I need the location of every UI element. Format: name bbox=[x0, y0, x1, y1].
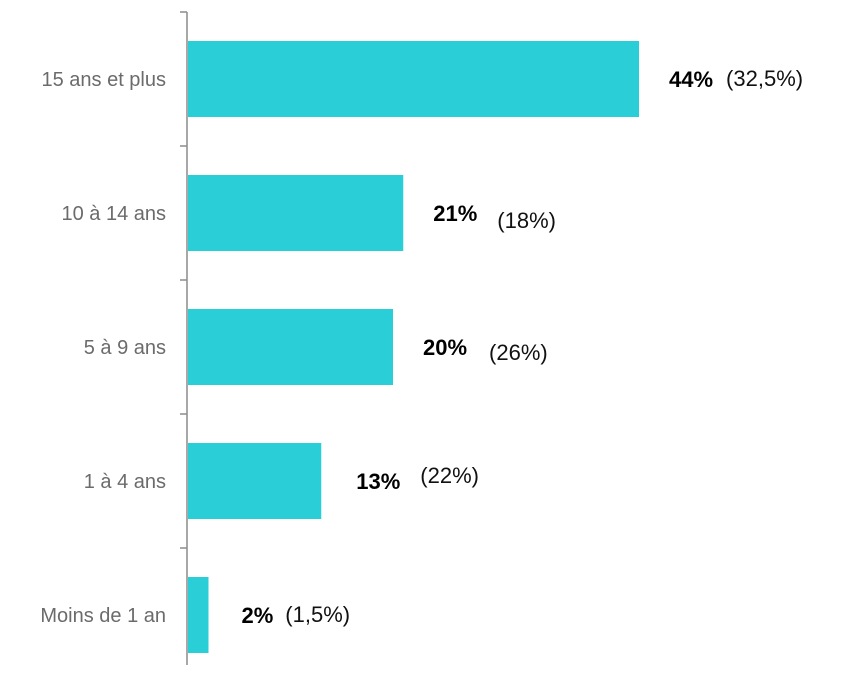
category-label: 15 ans et plus bbox=[41, 69, 166, 91]
category-label: 10 à 14 ans bbox=[61, 203, 166, 225]
category-label: Moins de 1 an bbox=[40, 605, 166, 627]
data-label: 44% bbox=[669, 67, 713, 92]
bar bbox=[188, 41, 639, 117]
bar bbox=[188, 175, 404, 251]
comparison-label: (1,5%) bbox=[285, 602, 350, 627]
comparison-label: (18%) bbox=[497, 208, 556, 233]
bars bbox=[188, 41, 639, 653]
data-label: 20% bbox=[423, 335, 467, 360]
data-label: 21% bbox=[433, 201, 477, 226]
bar bbox=[188, 309, 393, 385]
comparison-label: (22%) bbox=[420, 463, 479, 488]
data-label: 13% bbox=[356, 469, 400, 494]
y-axis bbox=[180, 11, 188, 665]
comparison-label: (32,5%) bbox=[726, 66, 803, 91]
category-label: 1 à 4 ans bbox=[84, 471, 166, 493]
bar bbox=[188, 577, 209, 653]
category-label: 5 à 9 ans bbox=[84, 337, 166, 359]
data-label: 2% bbox=[242, 603, 274, 628]
comparison-label: (26%) bbox=[489, 340, 548, 365]
labels: 15 ans et plus 44% (32,5%) 10 à 14 ans 21% (1… bbox=[40, 66, 803, 628]
bar bbox=[188, 443, 322, 519]
